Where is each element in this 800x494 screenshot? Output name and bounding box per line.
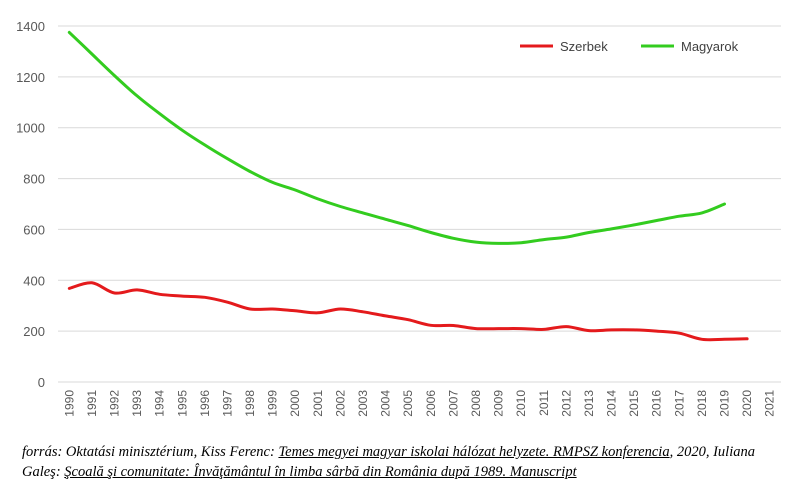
x-tick-label: 2016 bbox=[650, 390, 664, 417]
y-tick-label: 400 bbox=[23, 273, 45, 288]
y-tick-label: 1200 bbox=[16, 70, 45, 85]
x-tick-label: 1990 bbox=[62, 390, 76, 417]
y-tick-label: 200 bbox=[23, 324, 45, 339]
x-tick-label: 1993 bbox=[130, 390, 144, 417]
x-tick-label: 2017 bbox=[672, 390, 686, 417]
x-tick-label: 2012 bbox=[559, 390, 573, 417]
caption-title-2: Şcoală şi comunitate: Învăţământul în li… bbox=[64, 464, 577, 480]
x-tick-label: 2006 bbox=[424, 390, 438, 417]
x-tick-label: 2009 bbox=[492, 390, 506, 417]
caption-title-1: Temes megyei magyar iskolai hálózat hely… bbox=[278, 444, 670, 460]
y-tick-label: 1400 bbox=[16, 19, 45, 34]
legend-label-szerbek: Szerbek bbox=[560, 39, 608, 54]
x-tick-label: 2004 bbox=[379, 390, 393, 417]
x-tick-label: 2014 bbox=[605, 390, 619, 417]
x-tick-label: 1998 bbox=[243, 390, 257, 417]
x-tick-label: 2018 bbox=[695, 390, 709, 417]
x-tick-label: 1996 bbox=[198, 390, 212, 417]
x-tick-label: 2015 bbox=[627, 390, 641, 417]
y-tick-label: 1000 bbox=[16, 121, 45, 136]
x-tick-label: 2011 bbox=[537, 390, 551, 416]
x-tick-label: 2002 bbox=[333, 390, 347, 417]
x-tick-label: 1995 bbox=[175, 390, 189, 417]
y-tick-label: 800 bbox=[23, 172, 45, 187]
series-line-magyarok bbox=[67, 30, 726, 245]
series-line-szerbek bbox=[67, 281, 749, 342]
x-tick-label: 2013 bbox=[582, 390, 596, 417]
source-caption: forrás: Oktatási minisztérium, Kiss Fere… bbox=[22, 442, 792, 482]
x-tick-label: 2019 bbox=[718, 390, 732, 417]
x-tick-label: 1992 bbox=[107, 390, 121, 417]
legend: Szerbek Magyarok bbox=[520, 39, 739, 54]
series-lines bbox=[67, 30, 749, 342]
x-tick-label: 2020 bbox=[740, 390, 754, 417]
y-tick-label: 600 bbox=[23, 222, 45, 237]
x-tick-label: 2003 bbox=[356, 390, 370, 417]
y-tick-label: 0 bbox=[38, 375, 45, 390]
x-tick-label: 2005 bbox=[401, 390, 415, 417]
x-tick-label: 1999 bbox=[266, 390, 280, 417]
x-tick-label: 2021 bbox=[763, 390, 777, 417]
x-tick-label: 1991 bbox=[85, 390, 99, 417]
x-tick-label: 2008 bbox=[469, 390, 483, 417]
gridlines bbox=[58, 25, 781, 383]
x-tick-label: 2001 bbox=[311, 390, 325, 417]
legend-label-magyarok: Magyarok bbox=[681, 39, 739, 54]
x-tick-label: 1997 bbox=[220, 390, 234, 417]
caption-middle: , 2020, Iuliana Galeş: bbox=[22, 444, 755, 480]
caption-prefix: forrás: Oktatási minisztérium, Kiss Fere… bbox=[22, 444, 279, 460]
x-tick-label: 2000 bbox=[288, 390, 302, 417]
y-axis-ticks: 0 200 400 600 800 1000 1200 1400 bbox=[16, 19, 45, 390]
x-axis-ticks: 1990 1991 1992 1993 1994 1995 1996 1997 1998 1999… bbox=[62, 390, 776, 417]
x-tick-label: 2010 bbox=[514, 390, 528, 417]
x-tick-label: 2007 bbox=[446, 390, 460, 417]
x-tick-label: 1994 bbox=[153, 390, 167, 417]
